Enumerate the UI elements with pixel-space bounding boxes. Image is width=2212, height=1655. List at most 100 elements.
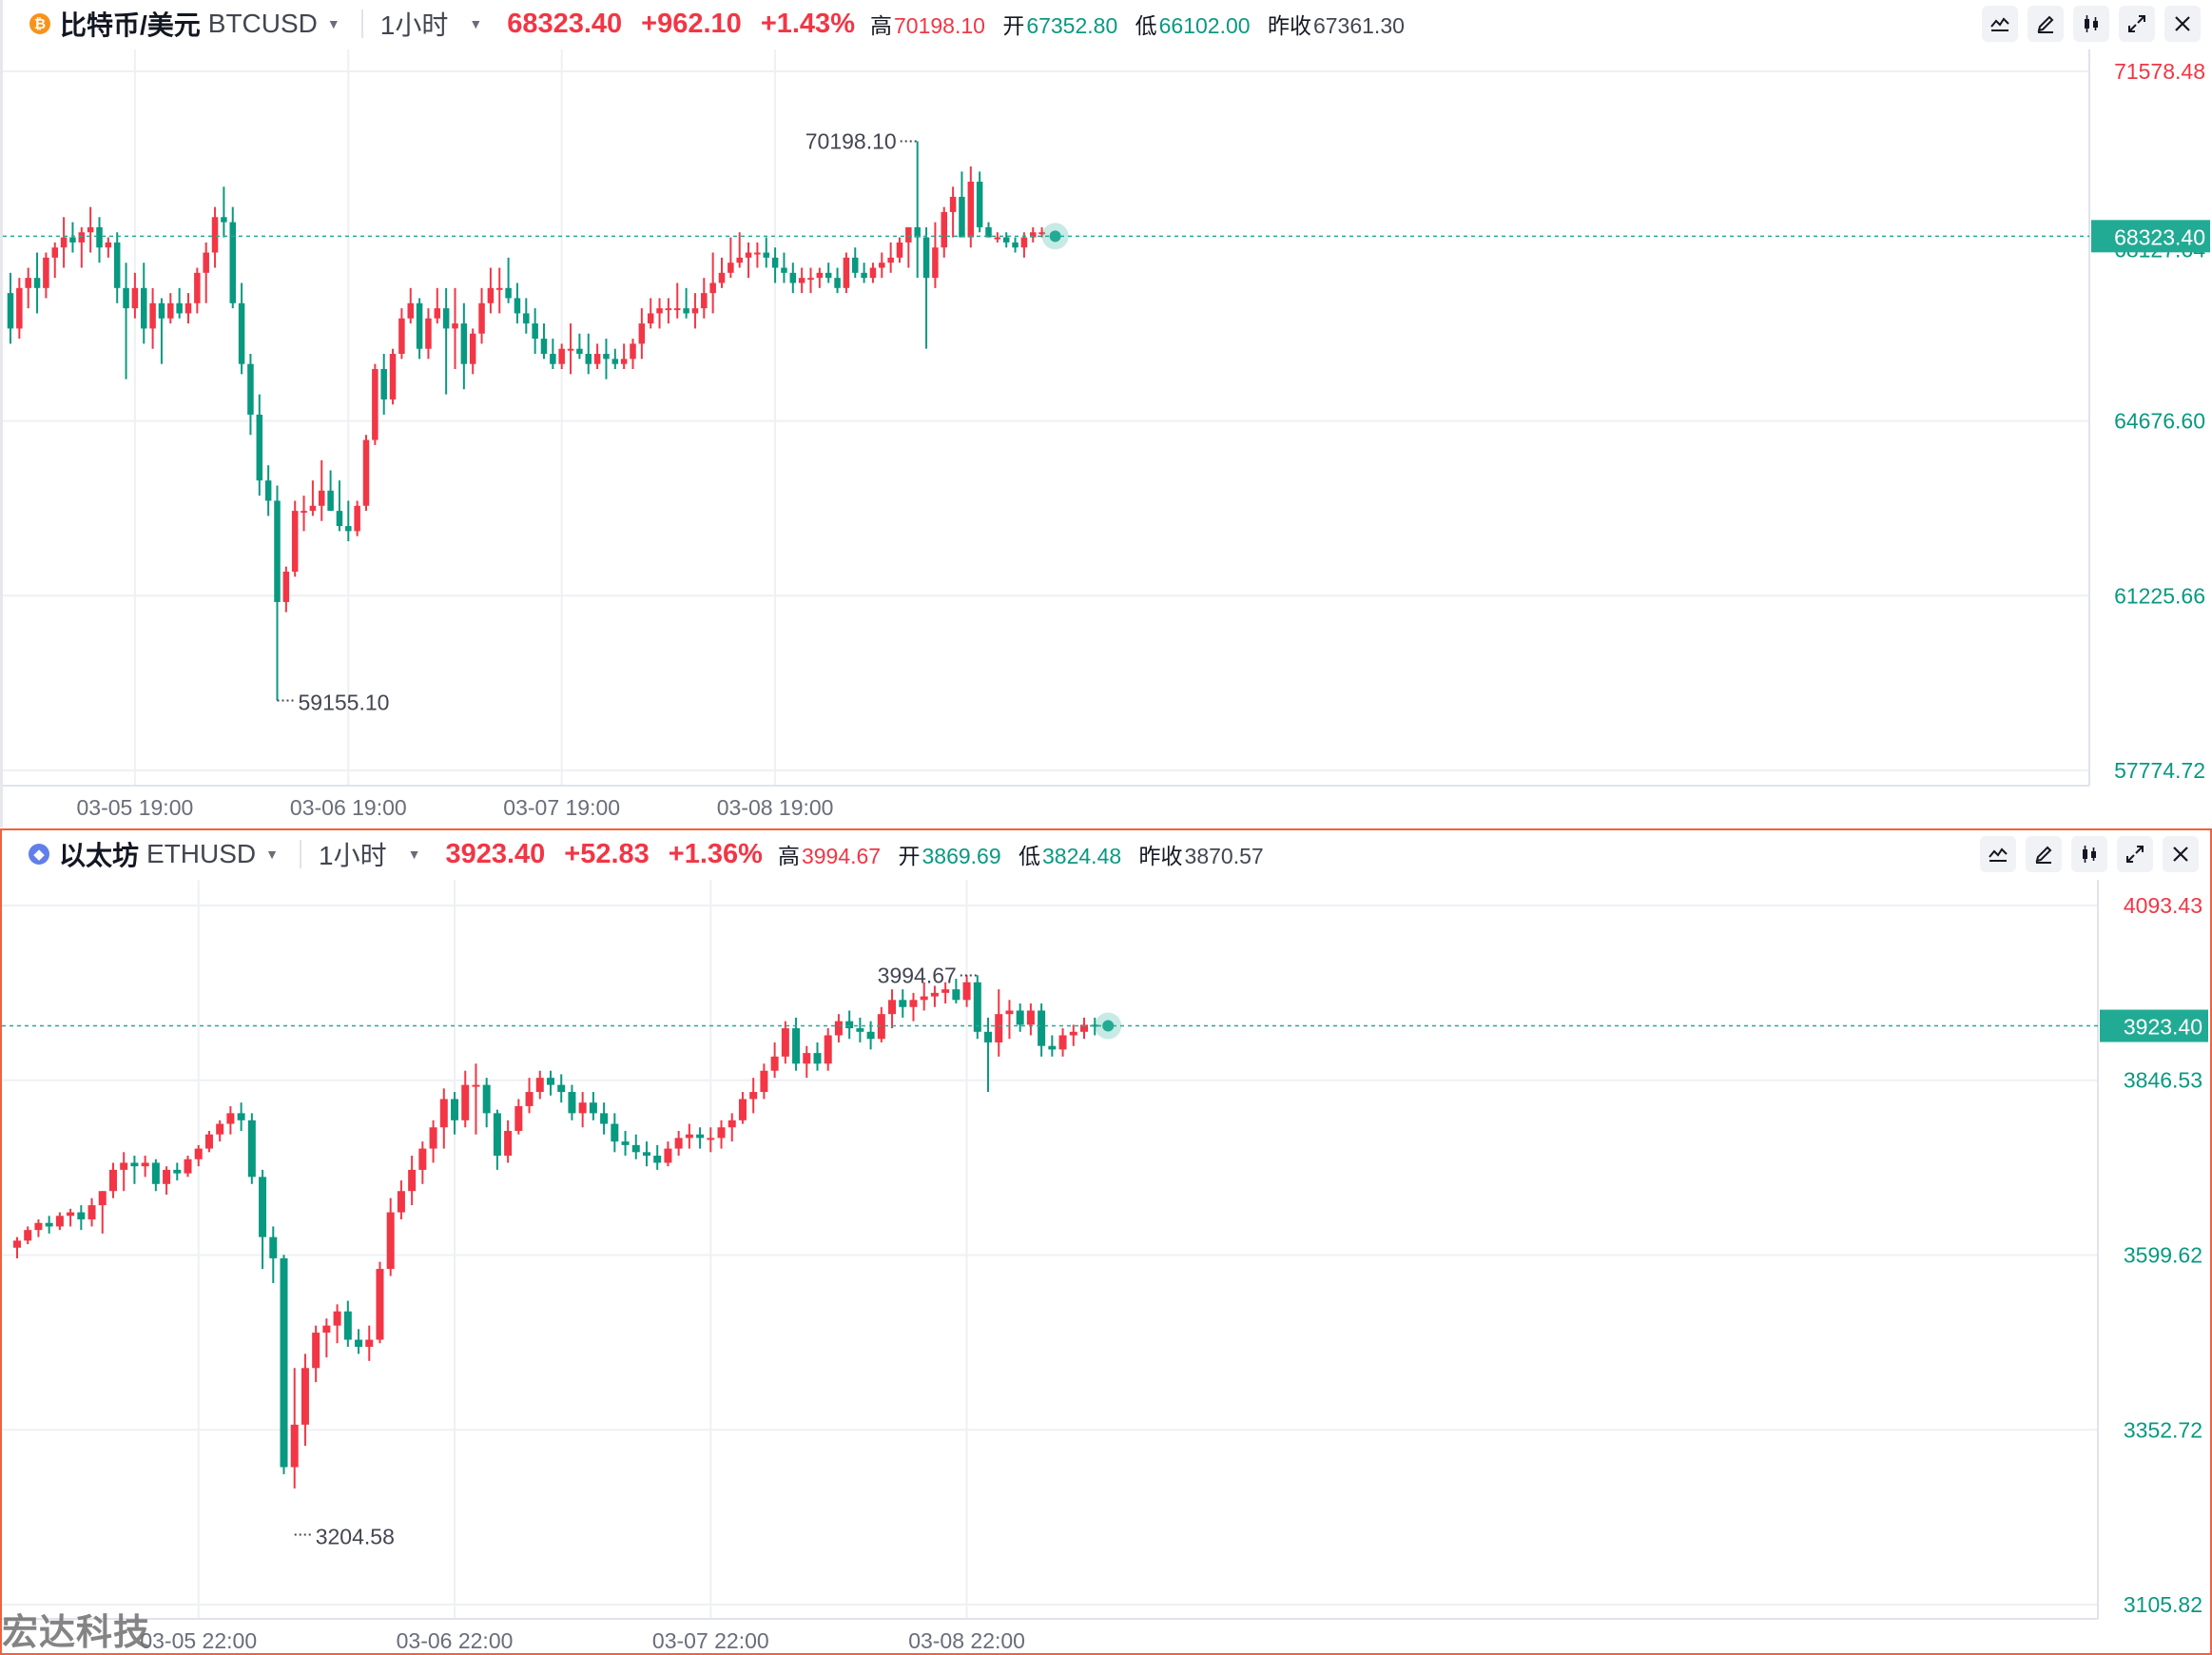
candle-body <box>781 1028 789 1057</box>
chevron-down-icon[interactable]: ▼ <box>469 16 483 31</box>
price-change: +52.83 <box>564 838 650 869</box>
interval-selector[interactable]: 1小时 <box>379 10 449 40</box>
candle <box>418 1141 427 1184</box>
candle <box>389 348 397 405</box>
close-button[interactable] <box>2164 6 2201 42</box>
candle-body <box>327 490 334 512</box>
chevron-down-icon[interactable]: ▼ <box>326 16 340 31</box>
candle-body <box>949 196 957 212</box>
open-label: 开 <box>898 844 921 868</box>
candle-body <box>770 1056 779 1071</box>
candle <box>1016 1003 1024 1032</box>
candle <box>717 1120 726 1149</box>
close-button[interactable] <box>2163 836 2199 872</box>
candle-body <box>365 1339 374 1347</box>
eth-header: ◆ 以太坊 ETHUSD ▼ 1小时 ▼ 3923.40 +52.83 +1.3… <box>2 830 2210 878</box>
candle-body <box>896 242 903 258</box>
candle-body <box>816 272 824 279</box>
last-price: 3923.40 <box>445 838 546 869</box>
candle <box>749 1078 758 1114</box>
candle-body <box>941 211 947 248</box>
candle-body <box>738 1099 747 1120</box>
expand-button[interactable] <box>2119 6 2155 42</box>
candle-body <box>749 1092 758 1100</box>
candle-body <box>856 1028 864 1032</box>
candle <box>211 206 219 268</box>
candle-body <box>656 308 663 314</box>
candle-body <box>567 348 574 351</box>
time-tick-label: 03-07 19:00 <box>503 795 620 820</box>
candle <box>60 217 68 268</box>
candle <box>158 298 165 364</box>
candle-body <box>229 222 236 303</box>
candle-body <box>789 272 797 283</box>
eth-chart-panel: 4093.43 3846.53 3599.62 3352.72 3105.82 03-05… <box>0 828 2212 1655</box>
candle <box>226 1105 235 1135</box>
chevron-down-icon[interactable]: ▼ <box>265 847 279 862</box>
candle <box>816 267 824 288</box>
candle <box>568 1084 576 1120</box>
symbol-name[interactable]: 比特币/美元 <box>60 10 201 40</box>
candle-body <box>792 1028 801 1064</box>
candle <box>696 1127 705 1149</box>
draw-button[interactable] <box>2026 836 2062 872</box>
symbol-name[interactable]: 以太坊 <box>59 841 140 870</box>
candle <box>887 242 894 273</box>
expand-button[interactable] <box>2117 836 2153 872</box>
indicator-button[interactable] <box>1980 836 2016 872</box>
candle <box>397 1180 405 1220</box>
candle <box>941 982 950 1004</box>
candle-body <box>429 1127 437 1149</box>
candle <box>638 308 646 360</box>
candle-body <box>291 511 299 572</box>
candle-body <box>578 1102 587 1114</box>
ethereum-icon: ◆ <box>29 844 49 865</box>
candle-body <box>973 982 981 1032</box>
low-value: 3824.48 <box>1042 844 1122 868</box>
candle-type-button[interactable] <box>2071 836 2107 872</box>
candle <box>803 1045 811 1079</box>
candle <box>567 323 574 375</box>
chevron-down-icon[interactable]: ▼ <box>407 847 421 862</box>
candle-body <box>984 1031 993 1042</box>
candle-body <box>647 313 654 324</box>
candle <box>656 298 663 329</box>
draw-button[interactable] <box>2028 6 2064 42</box>
candle-type-button[interactable] <box>2073 6 2109 42</box>
candle <box>472 1063 480 1135</box>
candle <box>642 1141 650 1167</box>
candle-body <box>547 1078 554 1085</box>
indicator-button[interactable] <box>1982 6 2018 42</box>
price-change-pct: +1.43% <box>760 8 855 39</box>
btc-toolbar-buttons <box>1982 6 2201 42</box>
candle <box>163 1166 171 1195</box>
candle <box>576 333 583 360</box>
candle <box>1005 1000 1014 1040</box>
candle-body <box>691 308 699 314</box>
candle <box>949 186 957 238</box>
candle-body <box>141 1162 149 1167</box>
candle <box>336 480 343 532</box>
candle <box>24 1226 32 1245</box>
candle <box>852 247 859 279</box>
candle <box>600 1102 609 1135</box>
candle-body <box>771 257 779 268</box>
btc-candlestick-chart[interactable]: 71578.48 64676.60 61225.66 57774.72 03-05 19… <box>3 0 2212 828</box>
symbol-code[interactable]: ETHUSD <box>146 839 257 868</box>
time-tick-label: 03-07 22:00 <box>652 1628 769 1653</box>
candle <box>593 343 601 370</box>
candle-body <box>728 263 734 273</box>
candle-body <box>312 1333 320 1369</box>
candle-body <box>1016 1010 1024 1025</box>
candle-body <box>7 293 14 329</box>
symbol-code[interactable]: BTCUSD <box>207 9 318 38</box>
candle <box>914 141 921 279</box>
interval-selector[interactable]: 1小时 <box>319 841 387 870</box>
eth-candlestick-chart[interactable]: 4093.43 3846.53 3599.62 3352.72 3105.82 03-05… <box>2 830 2210 1653</box>
candle-body <box>131 287 139 309</box>
candle-body <box>834 278 841 288</box>
candle-body <box>701 293 708 309</box>
candles-group <box>13 975 1099 1489</box>
candle <box>514 282 521 324</box>
candle <box>439 1088 448 1149</box>
